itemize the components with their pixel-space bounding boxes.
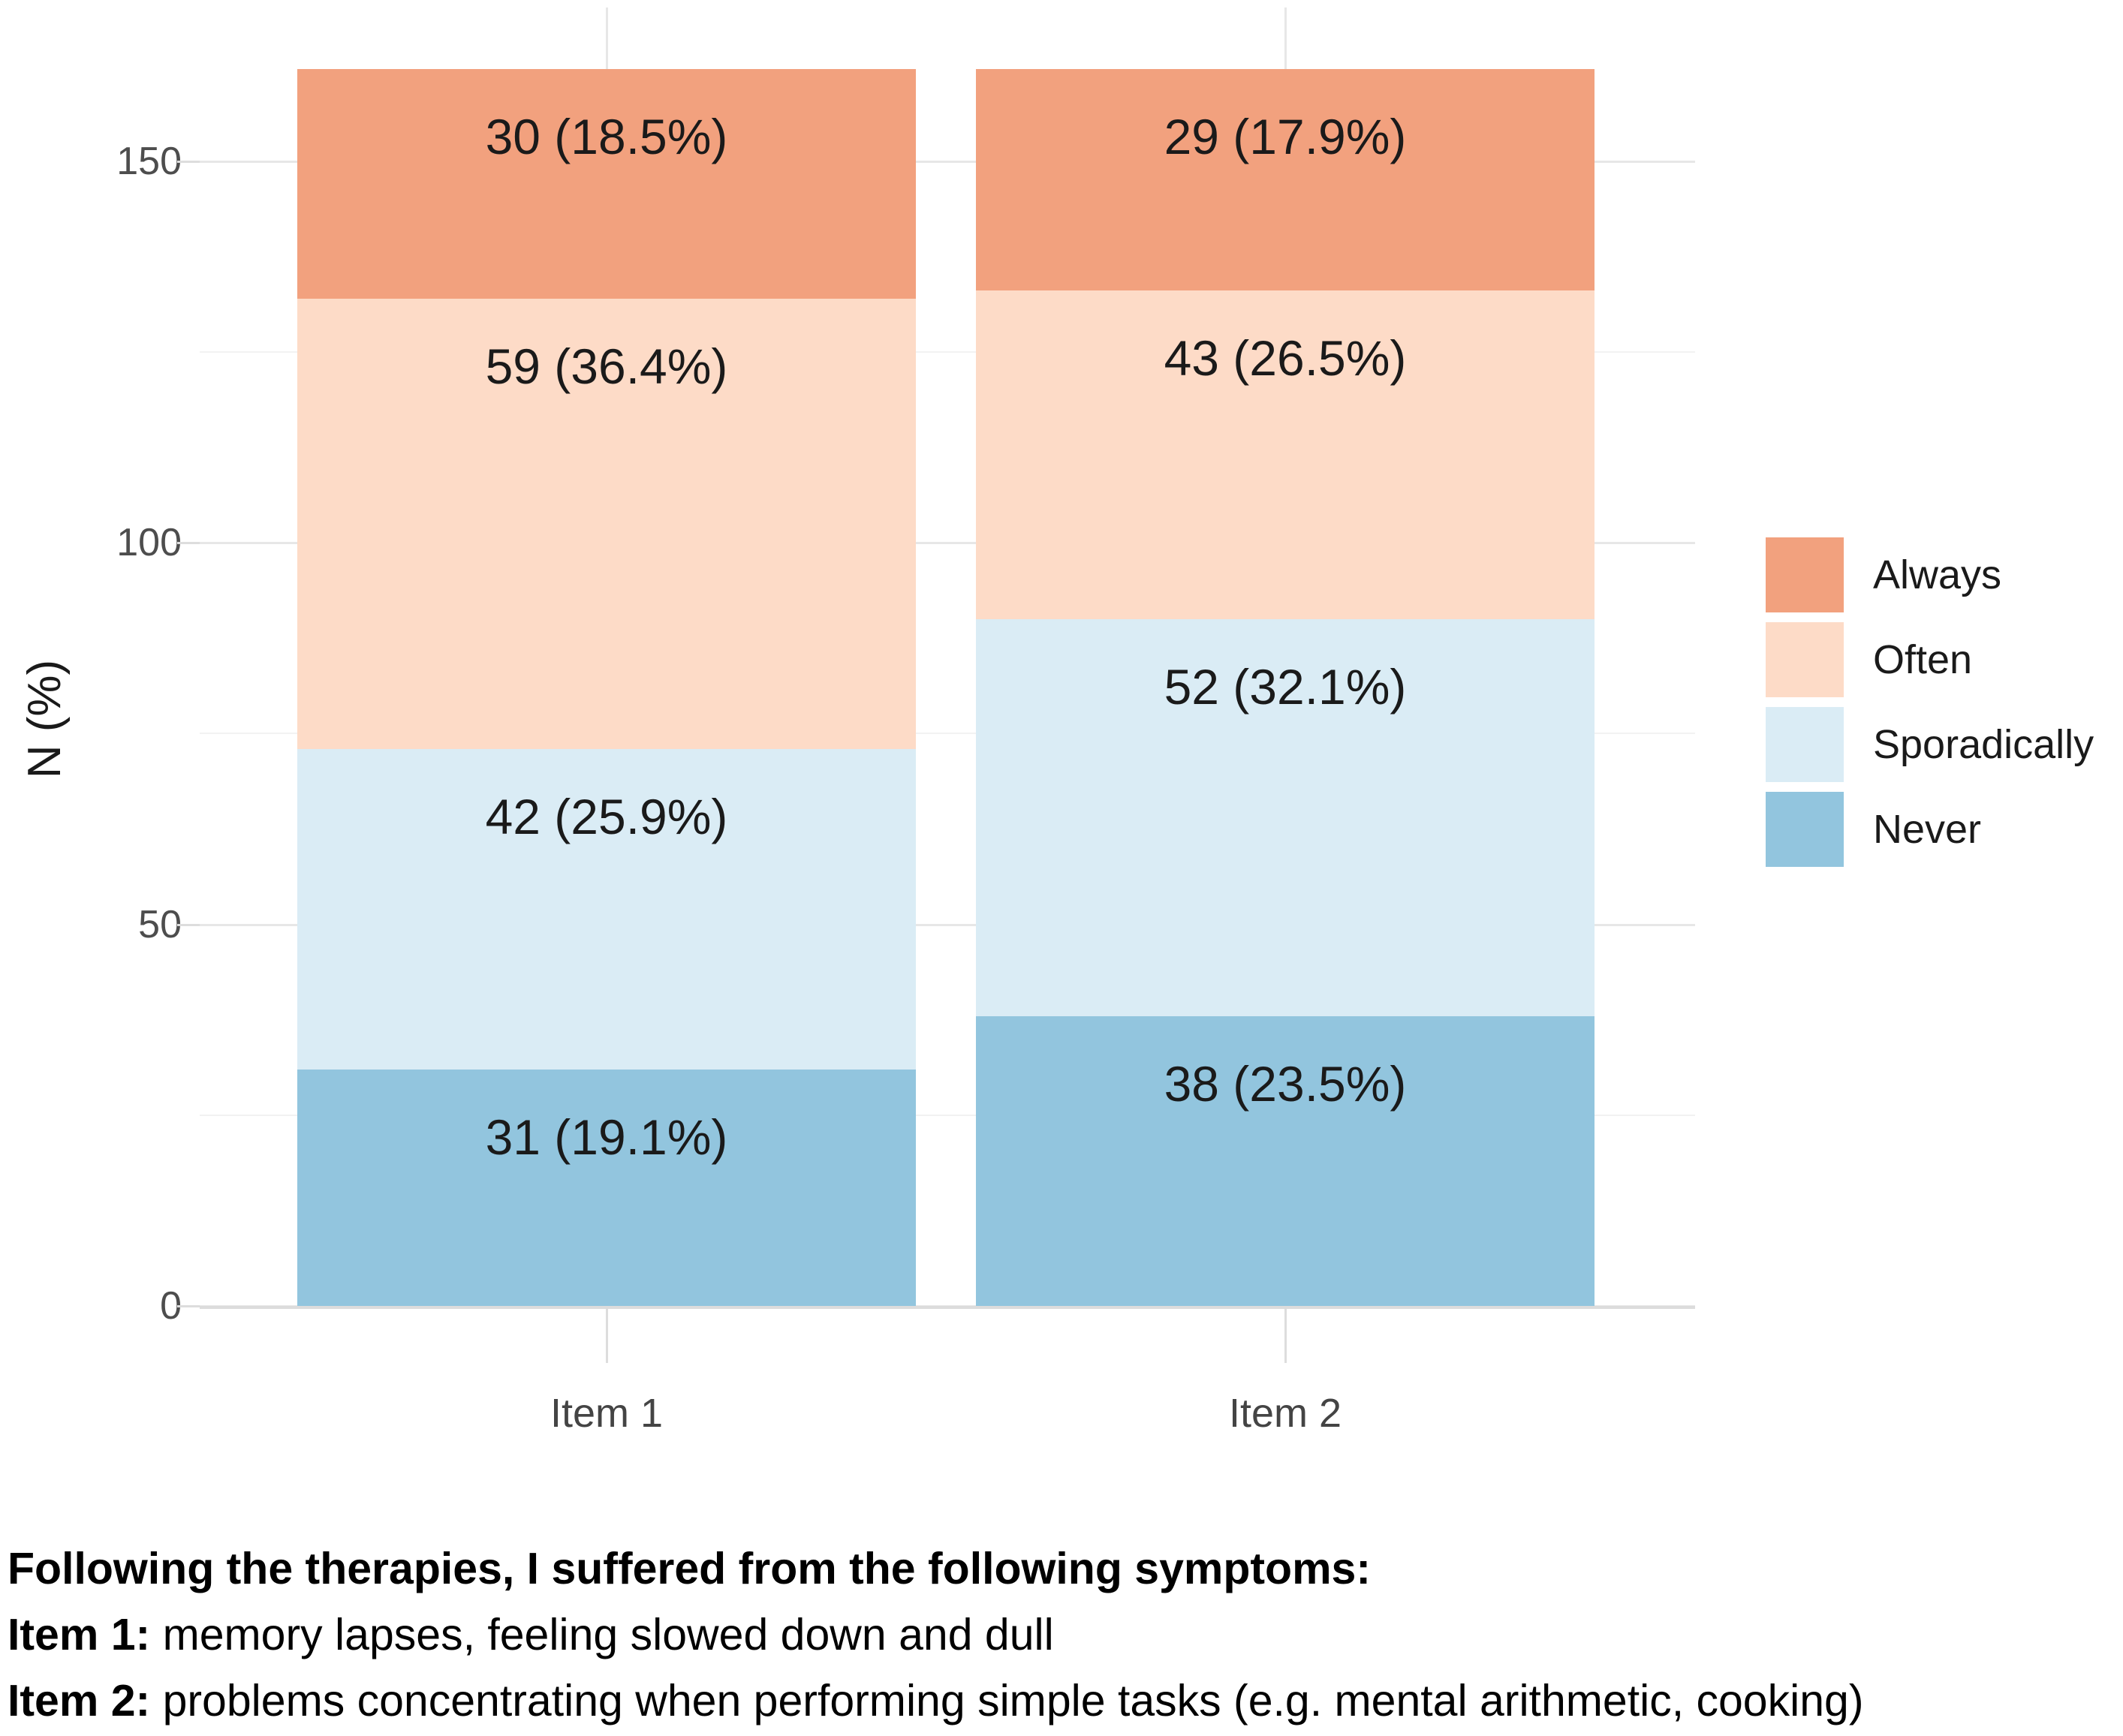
bar-segment-label: 38 (23.5%) [1164, 1055, 1407, 1112]
gridline-minor-y25 [200, 1114, 1695, 1116]
legend-swatch-sporadically [1766, 707, 1844, 782]
y-tick-label: 0 [160, 1284, 182, 1328]
gridline-minor-y125 [200, 351, 1695, 353]
bar-segment-label: 52 (32.1%) [1164, 658, 1407, 715]
x-tick-label: Item 2 [1228, 1391, 1342, 1436]
gridline-minor-y75 [200, 733, 1695, 735]
bar-segment-item1-often [297, 298, 916, 749]
caption-item2: Item 2: problems concentrating when perf… [8, 1676, 1864, 1725]
bar-segment-label: 59 (36.4%) [485, 338, 728, 394]
y-tick-label: 100 [116, 521, 182, 564]
x-axis-line [200, 1306, 1695, 1309]
legend-label-always: Always [1873, 552, 2002, 597]
bar-segment-item2-sporadically [976, 618, 1595, 1016]
y-tick-50 [177, 923, 200, 926]
y-tick-label: 50 [138, 902, 182, 946]
bar-segment-label: 29 (17.9%) [1164, 109, 1407, 165]
y-tick-0 [177, 1305, 200, 1307]
bar-segment-label: 30 (18.5%) [485, 109, 728, 165]
bar-segment-label: 43 (26.5%) [1164, 330, 1407, 387]
y-axis-title: N (%) [19, 659, 71, 779]
bar-segment-item1-always [297, 69, 916, 299]
gridline-major-y150 [200, 160, 1695, 163]
legend-label-often: Often [1873, 637, 1973, 682]
bar-segment-label: 31 (19.1%) [485, 1109, 728, 1165]
caption-item1: Item 1: memory lapses, feeling slowed do… [8, 1610, 1054, 1659]
legend-swatch-often [1766, 622, 1844, 697]
bar-segment-item2-always [976, 69, 1595, 291]
bar-segment-item2-often [976, 290, 1595, 619]
gridline-major-y100 [200, 542, 1695, 544]
bar-segment-item1-never [297, 1069, 916, 1306]
y-tick-100 [177, 542, 200, 544]
bar-segment-label: 42 (25.9%) [485, 788, 728, 844]
legend-label-sporadically: Sporadically [1873, 722, 2094, 767]
x-tick-Item 1 [606, 1309, 608, 1363]
legend-swatch-never [1766, 792, 1844, 867]
legend-label-never: Never [1873, 807, 1982, 852]
x-tick-label: Item 1 [550, 1391, 664, 1436]
caption-heading: Following the therapies, I suffered from… [8, 1544, 1372, 1593]
bar-segment-item2-never [976, 1015, 1595, 1306]
legend-swatch-always [1766, 537, 1844, 612]
caption: Following the therapies, I suffered from… [8, 1536, 2117, 1734]
y-tick-label: 150 [116, 139, 182, 183]
bar-segment-item1-sporadically [297, 748, 916, 1070]
y-tick-150 [177, 160, 200, 163]
x-tick-Item 2 [1284, 1309, 1287, 1363]
gridline-major-y50 [200, 923, 1695, 926]
